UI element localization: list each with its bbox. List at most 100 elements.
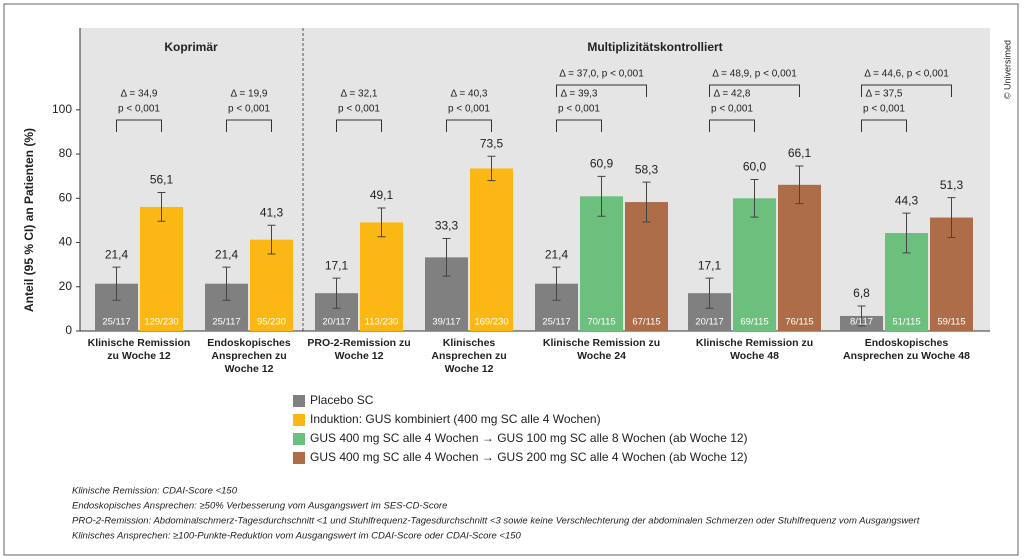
footnote: PRO-2-Remission: Abdominalschmerz-Tagesd… (72, 516, 920, 527)
count-label: 169/230 (474, 317, 508, 328)
y-tick-label: 80 (59, 146, 73, 160)
comparison-label: Δ = 42,8 (714, 89, 751, 100)
error-bar (795, 165, 804, 205)
comparison-label: Δ = 44,6, p < 0,001 (864, 69, 949, 80)
value-label: 21,4 (545, 247, 569, 261)
comparison-label: p < 0,001 (118, 104, 160, 115)
comparison-label: p < 0,001 (228, 104, 270, 115)
error-bar (705, 277, 714, 309)
y-tick-label: 20 (59, 279, 73, 293)
comparison-bracket (226, 119, 272, 132)
error-bar (597, 175, 606, 217)
bar (140, 206, 183, 331)
error-bar (222, 266, 231, 301)
value-label: 17,1 (698, 258, 722, 272)
y-tick-label: 60 (59, 190, 73, 204)
error-bar (552, 266, 561, 301)
bar (580, 196, 623, 331)
y-tick-label: 40 (59, 235, 73, 249)
value-label: 66,1 (788, 146, 812, 160)
frame (3, 3, 1019, 556)
error-bar (442, 238, 451, 277)
error-bar (947, 197, 956, 238)
value-label: 17,1 (325, 258, 349, 272)
error-bar (267, 224, 276, 255)
legend-swatch (293, 433, 305, 445)
count-label: 59/115 (937, 317, 965, 328)
count-label: 51/115 (892, 317, 920, 328)
comparison-label: p < 0,001 (863, 104, 905, 115)
comparison-label: Δ = 32,1 (341, 89, 378, 100)
x-tick-label: Klinisches Ansprechen zu Woche 12 (431, 337, 507, 375)
section-label: Multiplizitätskontrolliert (587, 40, 722, 54)
error-bar (377, 207, 386, 238)
footnote: Endoskopisches Ansprechen: ≥50% Verbesse… (72, 501, 447, 512)
x-tick-label: Klinische Remission zu Woche 48 (695, 337, 814, 362)
bar (625, 202, 668, 331)
count-label: 39/117 (432, 317, 460, 328)
section-label: Koprimär (164, 40, 218, 54)
error-bar (487, 155, 496, 182)
comparison-label: p < 0,001 (711, 104, 753, 115)
value-label: 58,3 (635, 162, 659, 176)
bar (250, 239, 293, 331)
copyright: © Universimed (1002, 40, 1012, 99)
comparison-bracket (336, 119, 382, 132)
comparison-bracket (446, 119, 492, 132)
value-label: 60,0 (743, 160, 767, 174)
value-label: 21,4 (105, 247, 129, 261)
bar (470, 168, 513, 331)
comparison-label: Δ = 48,9, p < 0,001 (712, 69, 797, 80)
error-bar (857, 305, 866, 327)
plot-area (80, 28, 990, 331)
y-tick-label: 100 (52, 102, 72, 116)
bar (733, 198, 776, 331)
count-label: 25/117 (542, 317, 570, 328)
comparison-label: Δ = 37,5 (866, 89, 903, 100)
legend-swatch (293, 395, 305, 407)
y-tick-label: 0 (65, 323, 72, 337)
comparison-bracket (861, 84, 952, 97)
value-label: 51,3 (940, 178, 964, 192)
value-label: 41,3 (260, 205, 284, 219)
bar (360, 222, 403, 331)
count-label: 8/117 (850, 317, 873, 328)
error-bar (157, 192, 166, 222)
count-label: 20/117 (695, 317, 723, 328)
comparison-label: Δ = 19,9 (231, 89, 268, 100)
comparison-bracket (116, 119, 162, 132)
count-label: 129/230 (144, 317, 178, 328)
comparison-bracket (709, 119, 755, 132)
legend-swatch (293, 414, 305, 426)
comparison-bracket (556, 119, 602, 132)
legend-label: GUS 400 mg SC alle 4 Wochen → GUS 200 mg… (310, 450, 748, 464)
x-tick-label: PRO-2-Remission zu Woche 12 (307, 337, 411, 362)
comparison-label: Δ = 39,3 (561, 89, 598, 100)
comparison-label: p < 0,001 (448, 104, 490, 115)
count-label: 25/117 (102, 317, 130, 328)
footnote: Klinische Remission: CDAI-Score <150 (72, 486, 238, 497)
x-tick-label: Klinische Remission zu Woche 12 (87, 337, 191, 362)
x-tick-label: Klinische Remission zu Woche 24 (542, 337, 661, 362)
count-label: 25/117 (212, 317, 240, 328)
comparison-label: Δ = 40,3 (451, 89, 488, 100)
y-axis-title: Anteil (95 % CI) an Patienten (%) (22, 128, 36, 312)
footnote: Klinisches Ansprechen: ≥100-Punkte-Reduk… (72, 531, 522, 542)
error-bar (902, 212, 911, 254)
comparison-label: p < 0,001 (338, 104, 380, 115)
count-label: 113/230 (365, 317, 399, 328)
count-label: 67/115 (632, 317, 660, 328)
count-label: 20/117 (322, 317, 350, 328)
x-tick-label: Endoskopisches Ansprechen zu Woche 12 (207, 337, 291, 375)
value-label: 6,8 (853, 286, 870, 300)
error-bar (750, 179, 759, 218)
value-label: 49,1 (370, 188, 394, 202)
comparison-label: Δ = 34,9 (121, 89, 158, 100)
legend-label: Placebo SC (310, 393, 374, 407)
legend-swatch (293, 452, 305, 464)
value-label: 60,9 (590, 157, 614, 171)
comparison-bracket (556, 84, 647, 97)
count-label: 76/115 (785, 317, 813, 328)
